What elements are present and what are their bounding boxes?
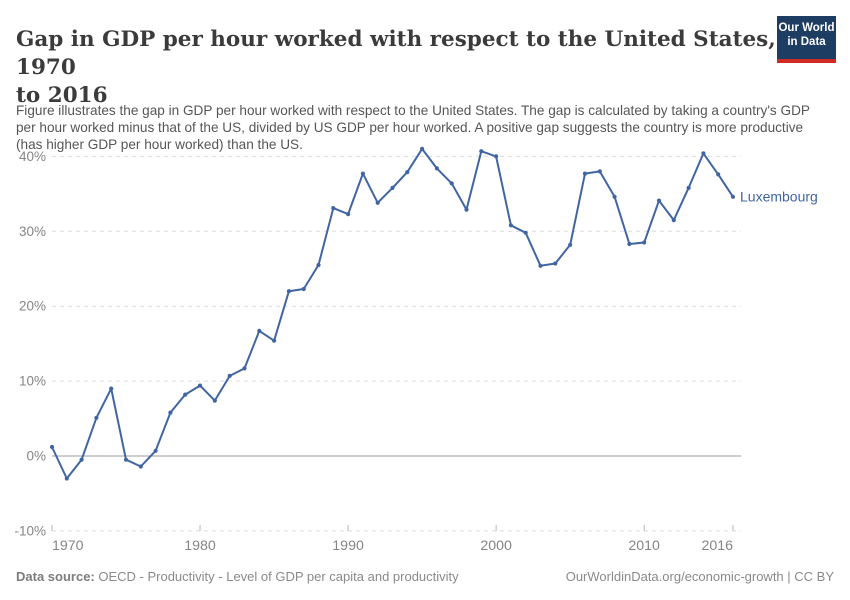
data-point-marker[interactable] xyxy=(582,171,588,176)
data-point-marker[interactable] xyxy=(730,194,736,199)
data-point-marker[interactable] xyxy=(227,373,232,378)
y-tick-label: 40% xyxy=(19,149,46,164)
data-point-marker[interactable] xyxy=(405,170,410,175)
data-source-label: Data source: xyxy=(16,569,95,584)
data-point-marker[interactable] xyxy=(153,448,158,453)
data-point-marker[interactable] xyxy=(301,286,306,292)
data-point-marker[interactable] xyxy=(168,410,173,415)
footer-data-source: Data source: OECD - Productivity - Level… xyxy=(16,569,459,584)
data-point-marker[interactable] xyxy=(597,169,602,174)
owid-logo-line1: Our World xyxy=(778,22,835,34)
data-point-marker[interactable] xyxy=(494,154,499,159)
data-point-marker[interactable] xyxy=(316,262,321,268)
data-point-marker[interactable] xyxy=(79,457,84,462)
data-point-marker[interactable] xyxy=(49,444,55,450)
y-tick-label: 10% xyxy=(19,374,46,389)
data-point-marker[interactable] xyxy=(286,289,291,294)
data-point-marker[interactable] xyxy=(479,149,484,154)
y-tick-label: 0% xyxy=(26,449,46,464)
data-point-marker[interactable] xyxy=(716,172,721,177)
x-tick-label: 2010 xyxy=(628,538,660,554)
data-point-marker[interactable] xyxy=(346,212,351,217)
data-point-marker[interactable] xyxy=(656,198,662,203)
owid-logo[interactable]: Our World in Data xyxy=(777,16,836,63)
series-line[interactable] xyxy=(51,147,734,480)
data-point-marker[interactable] xyxy=(138,464,143,469)
data-point-marker[interactable] xyxy=(508,223,513,228)
data-point-marker[interactable] xyxy=(212,398,217,403)
y-tick-label: 20% xyxy=(19,299,46,314)
data-point-marker[interactable] xyxy=(109,386,114,391)
x-tick-label: 1970 xyxy=(52,538,84,554)
data-point-marker[interactable] xyxy=(642,240,647,245)
data-point-marker[interactable] xyxy=(375,200,380,205)
x-tick-label: 2000 xyxy=(480,538,512,554)
data-point-marker[interactable] xyxy=(257,328,262,333)
data-point-marker[interactable] xyxy=(331,206,336,211)
data-point-marker[interactable] xyxy=(553,261,558,266)
data-point-marker[interactable] xyxy=(464,207,469,212)
footer-license[interactable]: OurWorldinData.org/economic-growth | CC … xyxy=(565,569,834,584)
data-point-marker[interactable] xyxy=(568,242,573,247)
data-point-marker[interactable] xyxy=(360,171,365,176)
x-tick-label: 1990 xyxy=(332,538,364,554)
data-point-marker[interactable] xyxy=(701,151,706,156)
data-point-marker[interactable] xyxy=(123,457,129,462)
y-tick-label: 30% xyxy=(19,224,46,239)
data-point-marker[interactable] xyxy=(538,263,543,268)
page-title: Gap in GDP per hour worked with respect … xyxy=(16,26,778,110)
data-point-marker[interactable] xyxy=(64,476,69,481)
data-point-marker[interactable] xyxy=(671,218,676,223)
data-point-marker[interactable] xyxy=(183,392,188,397)
x-tick-label: 1980 xyxy=(184,538,216,554)
chart-subtitle: Figure illustrates the gap in GDP per ho… xyxy=(16,102,810,152)
data-point-marker[interactable] xyxy=(686,185,691,190)
data-point-marker[interactable] xyxy=(449,181,454,186)
data-point-marker[interactable] xyxy=(390,185,395,190)
data-point-marker[interactable] xyxy=(523,230,528,235)
data-point-marker[interactable] xyxy=(242,366,247,371)
chart-canvas: -10% 0% 10% 20% 30% 40% 1970 1980 1990 2000 2010 20… xyxy=(14,146,818,554)
data-point-marker[interactable] xyxy=(197,383,203,388)
data-point-marker[interactable] xyxy=(420,146,425,151)
page-title-line2: to 2016 xyxy=(16,83,108,109)
chart-area: -10% 0% 10% 20% 30% 40% 1970 1980 1990 2000 2010 20… xyxy=(0,140,850,560)
x-tick-label: 2016 xyxy=(701,538,733,554)
data-point-marker[interactable] xyxy=(272,338,277,343)
owid-logo-line2: in Data xyxy=(787,36,826,48)
series-luxembourg[interactable] xyxy=(49,146,736,481)
data-point-marker[interactable] xyxy=(434,166,439,171)
data-source-value: OECD - Productivity - Level of GDP per c… xyxy=(94,569,459,584)
data-point-marker[interactable] xyxy=(94,415,99,420)
series-end-label[interactable]: Luxembourg xyxy=(740,188,818,204)
data-point-marker[interactable] xyxy=(627,241,632,247)
data-point-marker[interactable] xyxy=(612,194,617,199)
y-tick-label: -10% xyxy=(14,523,46,538)
page-title-line1: Gap in GDP per hour worked with respect … xyxy=(16,27,776,81)
